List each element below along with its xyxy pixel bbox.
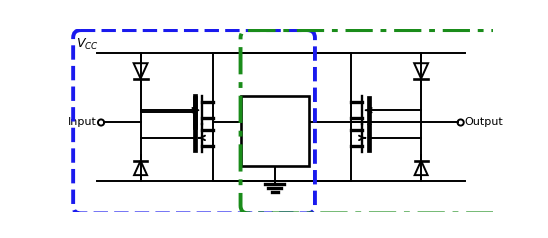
Bar	[241, 96, 309, 166]
Text: Output: Output	[465, 118, 503, 128]
Text: Input: Input	[68, 118, 97, 128]
Text: $V_{CC}$: $V_{CC}$	[76, 37, 99, 52]
